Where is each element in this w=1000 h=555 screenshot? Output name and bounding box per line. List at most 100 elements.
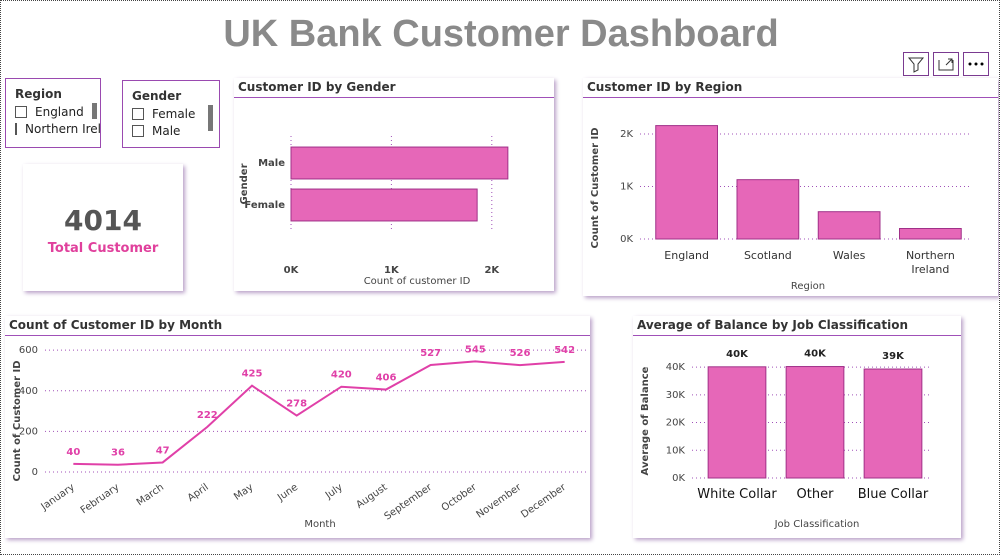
x-tick-label: May bbox=[232, 482, 255, 503]
x-tick-label: October bbox=[440, 481, 480, 513]
data-label: 40 bbox=[66, 447, 80, 458]
x-axis-label: Job Classification bbox=[774, 519, 860, 530]
slicer-title: Region bbox=[15, 87, 62, 101]
data-label: 47 bbox=[156, 445, 170, 456]
y-tick-label: Male bbox=[258, 158, 285, 169]
x-tick-label: 0K bbox=[284, 265, 300, 276]
data-label: 406 bbox=[376, 373, 397, 384]
x-tick-label: February bbox=[79, 482, 122, 516]
y-tick-label: 1K bbox=[620, 182, 633, 193]
chart-title: Count of Customer ID by Month bbox=[9, 318, 223, 332]
data-label: 420 bbox=[331, 370, 352, 381]
bar bbox=[863, 368, 923, 479]
chart-panel: Customer ID by Gender Count of customer I… bbox=[234, 78, 554, 291]
bar bbox=[655, 125, 718, 240]
focus-icon[interactable] bbox=[933, 52, 959, 76]
chart-title: Customer ID by Region bbox=[587, 80, 743, 94]
data-label: 425 bbox=[242, 369, 263, 380]
y-tick-label: 400 bbox=[19, 386, 38, 397]
x-tick-label: Other bbox=[796, 487, 834, 502]
scrollbar[interactable] bbox=[208, 105, 213, 131]
x-tick-label: November bbox=[475, 481, 525, 520]
filter-icon[interactable] bbox=[903, 52, 929, 76]
y-tick-label: 200 bbox=[19, 426, 38, 437]
y-tick-label: Female bbox=[244, 200, 285, 211]
dashboard-title: UK Bank Customer Dashboard bbox=[223, 13, 779, 55]
title-rule bbox=[234, 97, 554, 98]
chart-svg: Count of customer ID Gender 0K 1K 2K Male Fema… bbox=[239, 136, 509, 287]
slicer-item-label: England bbox=[35, 105, 84, 119]
y-tick-label: 0K bbox=[620, 234, 633, 245]
slicer-item-label: Female bbox=[152, 107, 196, 121]
x-tick-label: 1K bbox=[384, 265, 400, 276]
bar bbox=[899, 228, 962, 240]
bar bbox=[817, 211, 881, 240]
kpi-card: 4014 Total Customer bbox=[23, 164, 183, 291]
bar bbox=[785, 366, 845, 479]
slicer-item-label: Male bbox=[152, 124, 181, 138]
y-tick-label: 30K bbox=[666, 390, 686, 401]
x-tick-label: August bbox=[354, 482, 389, 511]
data-label: 40K bbox=[726, 349, 749, 360]
y-tick-label: 40K bbox=[666, 362, 686, 373]
chart-panel: Average of Balance by Job Classification… bbox=[633, 316, 961, 538]
x-tick-label: Northern Ireland bbox=[905, 249, 955, 276]
y-tick-label: 600 bbox=[19, 345, 38, 356]
slicer-item[interactable]: Female bbox=[132, 107, 219, 121]
x-tick-label: March bbox=[135, 482, 166, 508]
x-tick-label: December bbox=[519, 481, 569, 520]
bar bbox=[736, 179, 800, 240]
x-tick-label: July bbox=[323, 482, 345, 502]
data-label: 526 bbox=[510, 348, 531, 359]
chart-title: Customer ID by Gender bbox=[238, 80, 396, 94]
x-tick-label: April bbox=[186, 482, 211, 504]
y-axis-label: Average of Balance bbox=[640, 366, 651, 475]
slicer-item[interactable]: Male bbox=[132, 124, 219, 138]
bar bbox=[290, 146, 509, 180]
y-tick-label: 2K bbox=[620, 129, 633, 140]
y-axis-label: Gender bbox=[239, 163, 250, 204]
data-label: 527 bbox=[420, 348, 441, 359]
more-icon[interactable] bbox=[963, 52, 989, 76]
bar bbox=[707, 366, 767, 479]
chart-panel: Customer ID by Region Region Count of Cust… bbox=[583, 78, 998, 296]
x-tick-label: Blue Collar bbox=[857, 487, 929, 502]
data-label: 40K bbox=[804, 349, 827, 360]
chart-panel: Count of Customer ID by Month Month Count … bbox=[5, 316, 590, 538]
x-tick-label: England bbox=[664, 249, 709, 262]
x-tick-label: Wales bbox=[832, 249, 866, 262]
region-slicer[interactable]: Region England Northern Ireland bbox=[5, 78, 101, 148]
slicer-item-label: Northern Ireland bbox=[25, 122, 101, 136]
title-rule bbox=[633, 335, 961, 336]
chart-svg: Job Classification Average of Balance 0K 10… bbox=[640, 349, 932, 530]
title-rule bbox=[5, 335, 590, 336]
toolbar bbox=[903, 52, 989, 76]
slicer-item[interactable]: Northern Ireland bbox=[15, 122, 100, 136]
x-tick-label: White Collar bbox=[697, 487, 777, 502]
chart-title: Average of Balance by Job Classification bbox=[637, 318, 909, 332]
x-axis-label: Month bbox=[304, 519, 335, 530]
y-tick-label: 20K bbox=[666, 418, 686, 429]
data-label: 39K bbox=[882, 351, 905, 362]
data-label: 278 bbox=[286, 399, 307, 410]
chart-svg: Month Count of Customer ID 0 200 400 600 Janua… bbox=[12, 344, 587, 530]
title-rule bbox=[583, 97, 998, 98]
y-axis-label: Count of Customer ID bbox=[590, 127, 601, 248]
gender-slicer[interactable]: Gender Female Male bbox=[122, 80, 220, 148]
x-tick-label: September bbox=[383, 481, 435, 522]
y-tick-label: 0 bbox=[32, 467, 38, 478]
scrollbar[interactable] bbox=[92, 103, 97, 119]
x-axis-label: Region bbox=[791, 281, 825, 292]
bar bbox=[290, 188, 478, 222]
kpi-label: Total Customer bbox=[47, 241, 159, 256]
chart-svg: Region Count of Customer ID 0K 1K 2K bbox=[590, 125, 971, 292]
x-axis-label: Count of customer ID bbox=[364, 276, 471, 287]
data-label: 36 bbox=[111, 448, 125, 459]
y-tick-label: 0K bbox=[672, 473, 685, 484]
slicer-title: Gender bbox=[132, 89, 182, 103]
slicer-item[interactable]: England bbox=[15, 105, 100, 119]
data-label: 545 bbox=[465, 344, 486, 355]
x-tick-label: June bbox=[275, 482, 300, 504]
x-tick-label: Scotland bbox=[743, 249, 792, 262]
